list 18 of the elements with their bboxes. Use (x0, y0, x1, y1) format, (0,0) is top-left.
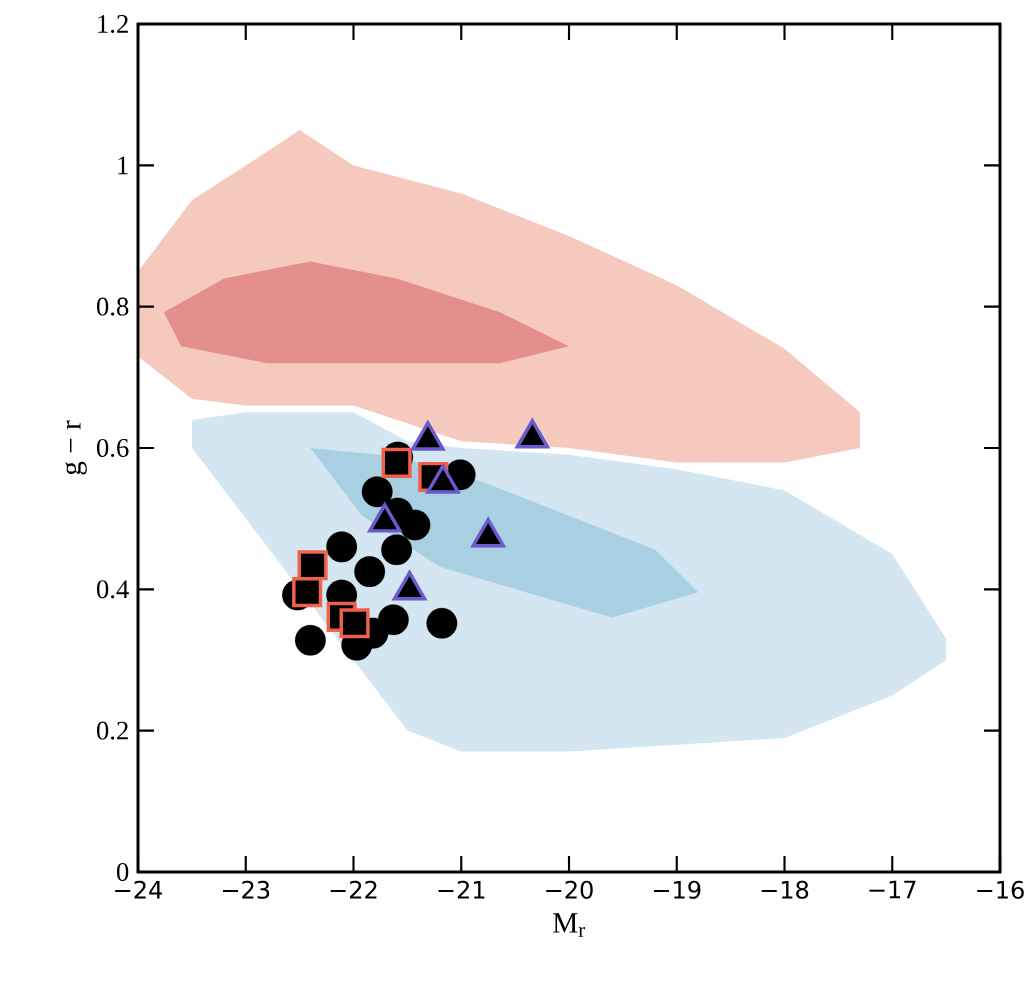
x-tick-label: −17 (869, 880, 916, 899)
x-tick-label: −20 (546, 880, 593, 899)
x-tick-label: −24 (115, 880, 162, 899)
y-tick-label: 0.8 (96, 297, 129, 316)
y-tick-label: 0.2 (96, 721, 128, 740)
y-axis-title: g − r (65, 420, 87, 475)
y-tick-label: 1 (118, 156, 128, 175)
y-tick-label: 0.4 (96, 580, 129, 599)
x-tick-label: −23 (222, 880, 270, 899)
y-tick-label: 1.2 (98, 14, 128, 34)
y-tick-label: 0 (116, 863, 129, 881)
x-tick-label: −16 (977, 880, 1024, 899)
x-tick-label: −18 (761, 880, 809, 899)
x-tick-label: −19 (653, 880, 701, 899)
x-tick-label: −21 (438, 880, 485, 899)
y-tick-label: 0.6 (96, 438, 129, 458)
x-axis-title: M$_{r}$ (553, 913, 585, 937)
x-tick-label: −22 (330, 880, 377, 899)
